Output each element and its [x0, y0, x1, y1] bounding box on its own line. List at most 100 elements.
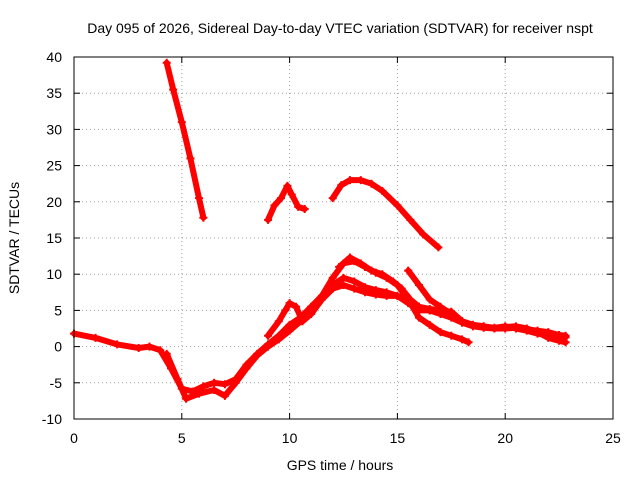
series-arc-8: [335, 253, 570, 340]
x-tick-label: 25: [605, 430, 621, 446]
data-point: [186, 154, 195, 163]
series-line: [329, 177, 442, 251]
data-point: [533, 326, 542, 335]
data-point: [350, 277, 359, 286]
data-point: [177, 118, 186, 127]
data-point: [292, 302, 301, 311]
data-point: [414, 302, 423, 311]
x-tick-label: 20: [497, 430, 513, 446]
data-point: [145, 342, 154, 351]
data-point: [182, 394, 191, 403]
series-arc-4: [70, 273, 570, 396]
data-point: [264, 342, 273, 351]
data-point: [113, 340, 122, 349]
data-point: [425, 295, 434, 304]
data-point: [378, 270, 387, 279]
x-tick-label: 10: [282, 430, 298, 446]
y-tick-label: -5: [50, 375, 63, 391]
data-point: [436, 310, 445, 319]
data-point: [294, 202, 303, 211]
data-point: [397, 284, 406, 293]
y-tick-label: 20: [46, 194, 62, 210]
data-point: [382, 291, 391, 300]
data-point: [199, 382, 208, 391]
data-point: [367, 179, 376, 188]
data-point: [242, 364, 251, 373]
y-tick-label: 0: [54, 339, 62, 355]
data-point: [253, 351, 262, 360]
data-point: [195, 194, 204, 203]
data-point: [285, 326, 294, 335]
data-point: [414, 281, 423, 290]
series-layer: [70, 58, 570, 403]
data-point: [544, 328, 553, 337]
data-point: [285, 299, 294, 308]
data-point: [328, 284, 337, 293]
data-point: [458, 335, 467, 344]
data-point: [468, 322, 477, 331]
data-point: [210, 378, 219, 387]
data-point: [231, 378, 240, 387]
series-arc-3: [328, 176, 443, 252]
data-point: [328, 273, 337, 282]
y-tick-label: 40: [46, 49, 62, 65]
y-tick-label: 15: [46, 230, 62, 246]
data-point: [464, 338, 473, 347]
data-point: [522, 325, 531, 334]
series-line: [163, 258, 472, 402]
data-point: [91, 333, 100, 342]
data-point: [406, 215, 415, 224]
y-axis-label: SDTVAR / TECUs: [6, 182, 22, 294]
data-point: [339, 281, 348, 290]
data-point: [345, 253, 354, 262]
x-tick-label: 0: [70, 430, 78, 446]
x-tick-label: 15: [390, 430, 406, 446]
data-point: [276, 194, 285, 203]
data-point: [447, 313, 456, 322]
data-point: [393, 201, 402, 210]
data-point: [425, 306, 434, 315]
grid: [74, 57, 613, 419]
data-point: [371, 290, 380, 299]
data-point: [220, 380, 229, 389]
data-point: [458, 318, 467, 327]
data-point: [264, 331, 273, 340]
y-tick-label: 35: [46, 85, 62, 101]
data-point: [361, 288, 370, 297]
data-point: [561, 331, 570, 340]
data-point: [270, 201, 279, 210]
data-point: [345, 176, 354, 185]
data-point: [162, 349, 171, 358]
data-point: [335, 262, 344, 271]
data-point: [298, 317, 307, 326]
data-point: [220, 391, 229, 400]
series-arc-2: [264, 181, 309, 224]
data-point: [436, 328, 445, 337]
data-point: [169, 85, 178, 94]
data-point: [479, 323, 488, 332]
data-point: [447, 331, 456, 340]
chart-title: Day 095 of 2026, Sidereal Day-to-day VTE…: [87, 20, 593, 36]
data-point: [419, 230, 428, 239]
data-point: [425, 320, 434, 329]
x-axis-label: GPS time / hours: [287, 457, 394, 473]
data-point: [173, 375, 182, 384]
data-point: [414, 313, 423, 322]
data-point: [281, 306, 290, 315]
y-tick-label: 25: [46, 158, 62, 174]
data-point: [337, 181, 346, 190]
data-point: [162, 58, 171, 67]
data-point: [490, 324, 499, 333]
data-point: [356, 176, 365, 185]
data-point: [210, 386, 219, 395]
data-point: [434, 243, 443, 252]
x-tick-label: 5: [178, 430, 186, 446]
data-point: [287, 190, 296, 199]
series-arc-1: [162, 58, 208, 222]
data-point: [389, 277, 398, 286]
data-point: [199, 213, 208, 222]
data-point: [195, 389, 204, 398]
data-point: [274, 317, 283, 326]
y-tick-label: 30: [46, 121, 62, 137]
